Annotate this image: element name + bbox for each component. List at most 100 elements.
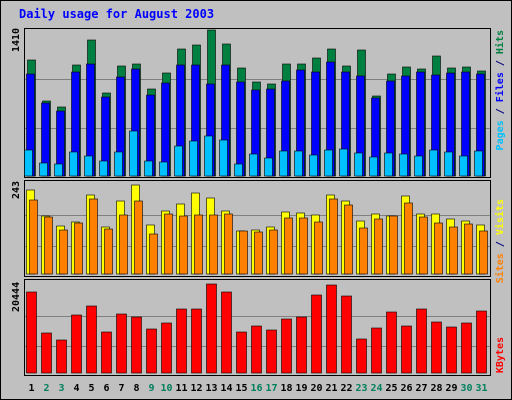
- visits-bar-sites-fill: [134, 200, 143, 275]
- hits-ymax-label: 1410: [11, 28, 22, 52]
- x-tick-label-15: 15: [235, 383, 247, 394]
- x-tick-label-1: 1: [28, 383, 34, 394]
- x-tick-label-8: 8: [133, 383, 139, 394]
- kbytes-bar-kbytes-21: [326, 284, 337, 374]
- visits-bar-sites-fill: [209, 214, 218, 275]
- kbytes-bar-kbytes-13: [206, 283, 217, 374]
- hits-bar-pages-fill: [474, 150, 483, 177]
- x-tick-label-5: 5: [88, 383, 94, 394]
- chart-marks: 1 2 3 4 5 6 7 8 9 10 11 12 13 14 15 16 17 18 19 20 21 22 23 24 2…: [24, 29, 490, 394]
- x-tick-label-25: 25: [385, 383, 397, 394]
- visits-bar-sites-16: [254, 231, 263, 275]
- hits-bar-pages-fill: [39, 162, 48, 177]
- hits-bar-pages-25: [384, 152, 393, 177]
- kbytes-bar-kbytes-9: [146, 328, 157, 374]
- hits-bar-pages-20: [309, 154, 318, 177]
- hits-bar-pages-29: [444, 151, 453, 177]
- kbytes-bar-kbytes-fill: [221, 291, 232, 374]
- hits-bar-pages-fill: [144, 160, 153, 177]
- kbytes-bar-kbytes-20: [311, 294, 322, 374]
- visits-ymax-label: 243: [11, 181, 22, 199]
- x-tick-label-29: 29: [445, 383, 457, 394]
- hits-bar-pages-6: [99, 160, 108, 177]
- hits-bar-pages-fill: [189, 140, 198, 177]
- hits-bar-pages-fill: [324, 149, 333, 177]
- hits-bar-pages-fill: [294, 150, 303, 177]
- kbytes-bar-kbytes-fill: [146, 328, 157, 374]
- x-tick-label-30: 30: [460, 383, 472, 394]
- kbytes-bar-kbytes-fill: [386, 311, 397, 374]
- hits-legend-part-4: /: [495, 54, 506, 72]
- hits-bar-pages-fill: [354, 152, 363, 177]
- visits-bar-sites-28: [434, 222, 443, 275]
- visits-bar-sites-fill: [104, 228, 113, 275]
- hits-bar-pages-fill: [129, 130, 138, 177]
- hits-panel-legend: Pages / Files / Hits: [494, 30, 506, 150]
- visits-bar-sites-5: [89, 198, 98, 275]
- hits-bar-pages-5: [84, 155, 93, 177]
- hits-bar-pages-31: [474, 150, 483, 177]
- kbytes-bar-kbytes-11: [176, 308, 187, 374]
- hits-bar-pages-fill: [429, 149, 438, 177]
- hits-bar-pages-26: [399, 153, 408, 177]
- visits-bar-sites-24: [374, 218, 383, 275]
- kbytes-bar-kbytes-fill: [401, 325, 412, 374]
- kbytes-bar-kbytes-29: [446, 326, 457, 374]
- x-tick-label-3: 3: [58, 383, 64, 394]
- kbytes-bar-kbytes-fill: [281, 318, 292, 374]
- x-tick-label-19: 19: [295, 383, 307, 394]
- x-tick-label-23: 23: [355, 383, 367, 394]
- visits-bar-sites-3: [59, 229, 68, 275]
- kbytes-bar-kbytes-fill: [101, 331, 112, 374]
- hits-bar-pages-fill: [54, 163, 63, 177]
- visits-bar-sites-fill: [74, 222, 83, 275]
- hits-bar-files-fill: [236, 81, 245, 177]
- x-tick-label-17: 17: [265, 383, 277, 394]
- kbytes-bar-kbytes-14: [221, 291, 232, 374]
- visits-bar-sites-fill: [44, 216, 53, 275]
- kbytes-bar-kbytes-fill: [56, 339, 67, 374]
- hits-bar-pages-30: [459, 155, 468, 177]
- visits-bar-sites-fill: [389, 215, 398, 275]
- x-tick-label-13: 13: [205, 383, 217, 394]
- visits-bar-sites-fill: [29, 199, 38, 275]
- kbytes-bar-kbytes-15: [236, 331, 247, 374]
- kbytes-bar-kbytes-fill: [431, 321, 442, 374]
- visits-bar-sites-1: [29, 199, 38, 275]
- kbytes-bar-kbytes-fill: [206, 283, 217, 374]
- kbytes-bar-kbytes-fill: [311, 294, 322, 374]
- hits-bar-pages-fill: [264, 157, 273, 177]
- chart-title: Daily usage for August 2003: [19, 7, 214, 21]
- x-tick-label-11: 11: [175, 383, 187, 394]
- hits-bar-pages-11: [174, 145, 183, 177]
- visits-bar-sites-9: [149, 233, 158, 275]
- visits-bar-sites-fill: [479, 230, 488, 275]
- visits-bar-sites-10: [164, 213, 173, 275]
- kbytes-bar-kbytes-3: [56, 339, 67, 374]
- visits-bar-sites-fill: [284, 217, 293, 275]
- hits-bar-pages-fill: [384, 152, 393, 177]
- visits-bar-sites-21: [329, 198, 338, 275]
- x-tick-label-20: 20: [310, 383, 322, 394]
- hits-bar-pages-fill: [399, 153, 408, 177]
- visits-bar-sites-18: [284, 217, 293, 275]
- kbytes-bar-kbytes-fill: [296, 316, 307, 374]
- visits-bar-sites-27: [419, 216, 428, 275]
- kbytes-bar-kbytes-fill: [341, 295, 352, 374]
- visits-bar-sites-fill: [89, 198, 98, 275]
- kbytes-bar-kbytes-12: [191, 308, 202, 374]
- kbytes-bar-kbytes-16: [251, 325, 262, 374]
- hits-bar-pages-fill: [309, 154, 318, 177]
- kbytes-bar-kbytes-27: [416, 308, 427, 374]
- visits-bar-sites-fill: [224, 213, 233, 275]
- hits-bar-pages-28: [429, 149, 438, 177]
- x-tick-label-4: 4: [73, 383, 79, 394]
- x-tick-label-2: 2: [43, 383, 49, 394]
- hits-bar-pages-12: [189, 140, 198, 177]
- kbytes-bar-kbytes-19: [296, 316, 307, 374]
- kbytes-bar-kbytes-fill: [446, 326, 457, 374]
- visits-legend-part-3: Visits: [494, 199, 506, 235]
- visits-bar-sites-fill: [179, 215, 188, 275]
- visits-bar-sites-fill: [449, 226, 458, 275]
